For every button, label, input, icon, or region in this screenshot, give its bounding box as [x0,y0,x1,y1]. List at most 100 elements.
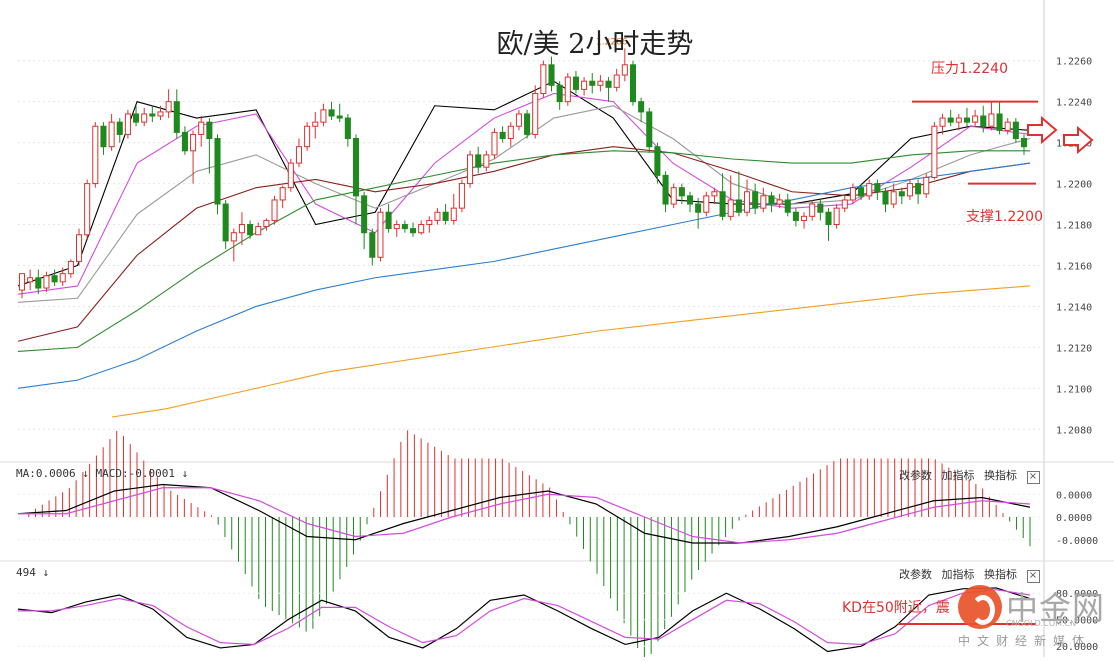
candle-body [564,76,571,103]
candle-body [621,64,628,76]
candle-body [654,146,661,176]
candle-body [369,232,376,258]
ma-line-ma120 [17,162,1031,389]
candle-body [59,273,66,283]
candle-body [206,121,213,140]
y-tick-label: 1.2200 [1056,180,1092,191]
ma-line-ma60 [17,150,1030,353]
candle-body [442,211,449,221]
candle-body [108,121,115,148]
candle-body [638,101,645,113]
candle-body [890,191,897,205]
candle-body [157,111,164,117]
candle-body [1020,138,1028,148]
candle-body [678,187,685,197]
y-tick-label: 1.2140 [1056,302,1092,313]
change-params-button[interactable]: 改参数 [899,568,932,581]
ma-line-ma10 [17,92,1031,295]
close-pane-button[interactable]: × [1026,570,1040,583]
candle-body [923,176,930,195]
y-tick-label: 50.0000 [1056,616,1098,627]
logo-icon [958,585,1002,629]
close-pane-button[interactable]: × [1026,471,1040,484]
candle-body [858,187,865,197]
candle-body [92,125,99,185]
candle-body [385,211,392,230]
macd-header: MA:0.0006 ↓ MACD:-0.0001 ↓ [16,467,189,480]
y-tick-label: 1.2080 [1056,425,1092,436]
candle-body [418,224,425,234]
y-tick-label: 80.0000 [1056,589,1098,600]
candle-body [719,191,726,217]
candle-body [287,162,294,189]
y-tick-label: -0.0000 [1056,536,1098,547]
candle-body [703,195,710,213]
chart-title: 欧/美 2小时走势 [496,29,694,60]
candle-body [149,113,156,117]
candle-body [507,125,514,140]
candle-body [882,191,889,205]
candle-body [190,133,197,152]
candle-body [817,203,824,213]
candle-body [467,154,474,185]
kd-note: KD在50附近，震 [842,600,950,616]
swap-indicator-button[interactable]: 换指标 [984,568,1017,581]
candle-body [426,219,433,226]
candle-body [336,115,343,119]
candle-body [825,211,832,226]
add-indicator-button[interactable]: 加指标 [941,469,975,482]
y-tick-label: 1.2260 [1056,57,1092,68]
add-indicator-button[interactable]: 加指标 [941,568,975,581]
swap-indicator-button[interactable]: 换指标 [984,469,1017,482]
candle-body [727,199,734,217]
candle-body [173,101,180,133]
candle-body [361,195,368,234]
candle-body [222,203,229,242]
candle-body [939,117,946,127]
candle-body [352,138,360,197]
candle-body [1012,121,1019,140]
candle-body [18,273,26,291]
candle-body [255,226,262,236]
candle-body [572,76,579,90]
candle-body [84,183,91,236]
candle-body [450,207,457,221]
candle-body [776,199,783,205]
candle-body [198,121,205,135]
candle-body [931,125,938,178]
candle-body [662,174,669,205]
candle-body [629,64,637,103]
y-tick-label: 1.2180 [1056,221,1092,232]
candle-body [67,260,74,275]
candle-body [124,113,131,135]
candle-body [695,203,702,213]
candle-body [75,234,83,262]
y-tick-label: 1.2120 [1056,343,1092,354]
candle-body [214,138,221,205]
candle-body [532,92,539,135]
candle-body [51,275,58,283]
candle-body [833,207,840,226]
watermark-logo: 中金网 CNGOLD.COM.CN 中文财经新媒体 [958,583,1108,653]
candle-body [841,199,848,209]
ma-line-ma20 [17,105,1031,303]
logo-text: 中金网 [1006,589,1106,627]
candle-body [686,195,694,205]
candle-body [613,74,620,88]
ma-line-ma30 [17,146,1031,342]
change-params-button[interactable]: 改参数 [899,469,932,482]
y-tick-label: 1.2240 [1056,98,1092,109]
candle-body [556,84,563,103]
candle-body [27,277,34,283]
candle-body [581,80,588,90]
resistance-label: 压力1.2240 [931,61,1008,77]
candle-body [743,191,751,213]
candle-body [711,191,718,197]
macd-dea-line [18,487,1031,544]
peak-label: 1.2266 [596,37,628,47]
candle-body [866,183,873,197]
support-label: 支撑1.2200 [966,209,1043,225]
candle-body [735,199,742,213]
